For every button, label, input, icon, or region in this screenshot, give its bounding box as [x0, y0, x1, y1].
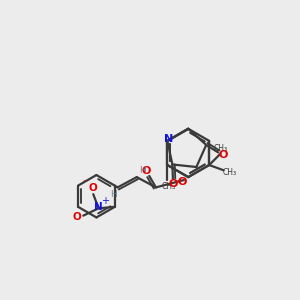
Text: O: O — [141, 166, 150, 176]
Text: CH₃: CH₃ — [223, 168, 237, 177]
Text: H: H — [139, 166, 145, 175]
Text: O: O — [218, 150, 227, 160]
Text: O: O — [72, 212, 81, 222]
Text: O: O — [168, 179, 178, 189]
Text: +: + — [101, 196, 109, 206]
Text: CH₃: CH₃ — [162, 182, 176, 191]
Text: O: O — [89, 183, 98, 193]
Text: N: N — [164, 134, 173, 144]
Text: CH₃: CH₃ — [214, 144, 228, 153]
Text: ⁻: ⁻ — [82, 178, 87, 188]
Text: N: N — [94, 202, 103, 212]
Text: H: H — [110, 190, 117, 199]
Text: O: O — [177, 177, 187, 188]
